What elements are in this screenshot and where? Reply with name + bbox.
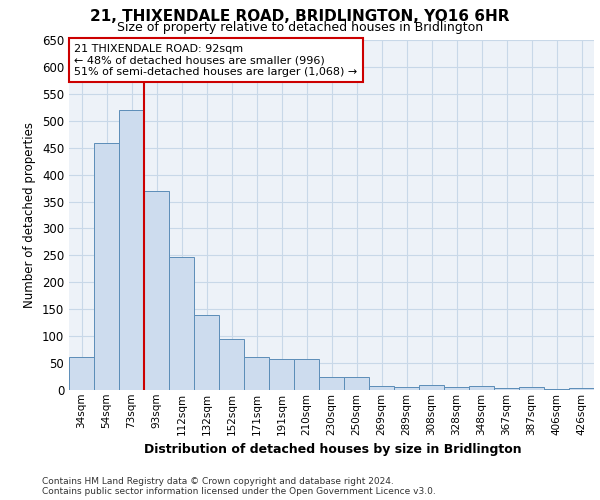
Bar <box>194 314 219 390</box>
Text: Contains public sector information licensed under the Open Government Licence v3: Contains public sector information licen… <box>42 487 436 496</box>
Bar <box>519 388 544 390</box>
Bar <box>544 389 569 390</box>
Bar <box>469 386 494 390</box>
Bar <box>219 339 244 390</box>
Text: Size of property relative to detached houses in Bridlington: Size of property relative to detached ho… <box>117 21 483 34</box>
Bar <box>94 144 119 390</box>
Bar <box>344 376 369 390</box>
Text: 21 THIXENDALE ROAD: 92sqm
← 48% of detached houses are smaller (996)
51% of semi: 21 THIXENDALE ROAD: 92sqm ← 48% of detac… <box>74 44 358 76</box>
Bar <box>169 257 194 390</box>
Y-axis label: Number of detached properties: Number of detached properties <box>23 122 37 308</box>
Text: 21, THIXENDALE ROAD, BRIDLINGTON, YO16 6HR: 21, THIXENDALE ROAD, BRIDLINGTON, YO16 6… <box>90 9 510 24</box>
Bar <box>444 388 469 390</box>
Bar <box>69 356 94 390</box>
Bar <box>144 191 169 390</box>
Bar <box>569 388 594 390</box>
Text: Contains HM Land Registry data © Crown copyright and database right 2024.: Contains HM Land Registry data © Crown c… <box>42 477 394 486</box>
Bar <box>419 384 444 390</box>
Bar <box>294 360 319 390</box>
Bar <box>394 388 419 390</box>
Bar <box>369 386 394 390</box>
Bar <box>119 110 144 390</box>
Bar <box>244 356 269 390</box>
Bar <box>319 376 344 390</box>
Text: Distribution of detached houses by size in Bridlington: Distribution of detached houses by size … <box>144 442 522 456</box>
Bar <box>494 388 519 390</box>
Bar <box>269 359 294 390</box>
